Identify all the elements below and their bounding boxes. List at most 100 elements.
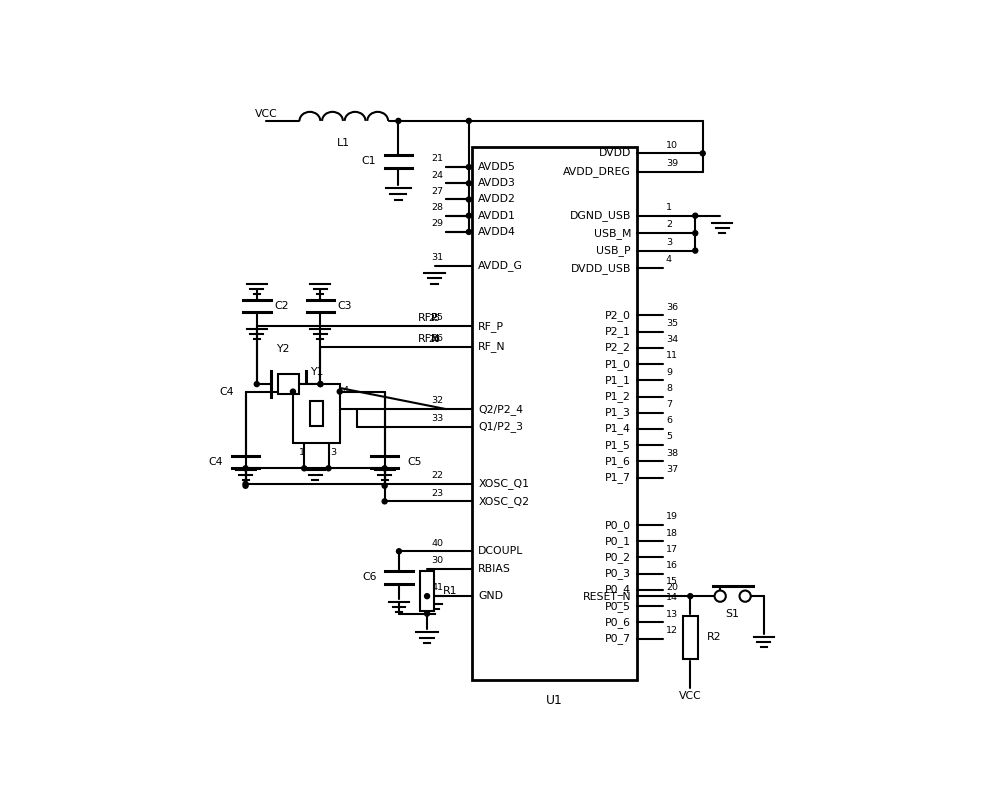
Text: 22: 22 — [431, 471, 443, 480]
Text: 39: 39 — [666, 160, 678, 168]
Text: 12: 12 — [666, 626, 678, 635]
Text: 9: 9 — [666, 368, 672, 377]
Bar — [278, 373, 299, 394]
Circle shape — [740, 590, 751, 602]
Circle shape — [318, 382, 323, 386]
Text: 34: 34 — [666, 335, 678, 344]
Text: C6: C6 — [362, 573, 377, 582]
Text: AVDD5: AVDD5 — [478, 162, 516, 172]
Text: 37: 37 — [666, 465, 678, 474]
Text: 41: 41 — [431, 583, 443, 592]
Text: P2_1: P2_1 — [605, 326, 631, 337]
Text: C3: C3 — [338, 301, 352, 311]
Circle shape — [466, 164, 471, 169]
Text: DGND_USB: DGND_USB — [570, 211, 631, 221]
Text: P1_7: P1_7 — [605, 472, 631, 483]
Text: P0_1: P0_1 — [605, 536, 631, 547]
Bar — [310, 401, 323, 426]
Circle shape — [382, 484, 387, 488]
Text: 40: 40 — [431, 539, 443, 548]
Text: Q2/P2_4: Q2/P2_4 — [478, 403, 523, 415]
Text: 19: 19 — [666, 512, 678, 522]
Text: USB_M: USB_M — [594, 228, 631, 239]
Circle shape — [396, 548, 401, 554]
Text: Q1/P2_3: Q1/P2_3 — [478, 421, 523, 432]
Text: AVDD4: AVDD4 — [478, 227, 516, 237]
Text: R1: R1 — [443, 586, 458, 596]
Text: 3: 3 — [330, 449, 337, 458]
Circle shape — [466, 118, 471, 123]
Text: 38: 38 — [666, 449, 678, 458]
Text: C5: C5 — [407, 457, 422, 467]
Text: C4: C4 — [209, 457, 223, 467]
Text: 18: 18 — [666, 529, 678, 538]
Text: 23: 23 — [431, 488, 443, 497]
Text: 29: 29 — [431, 220, 443, 228]
Text: 25: 25 — [429, 314, 441, 323]
Circle shape — [318, 382, 323, 386]
Circle shape — [700, 151, 705, 156]
Text: 25: 25 — [431, 313, 443, 322]
Text: RBIAS: RBIAS — [478, 564, 511, 573]
Text: 17: 17 — [666, 545, 678, 554]
Circle shape — [466, 181, 471, 185]
Circle shape — [466, 229, 471, 234]
Text: 32: 32 — [431, 396, 443, 405]
Text: 33: 33 — [431, 414, 443, 423]
Text: GND: GND — [478, 591, 503, 601]
Circle shape — [290, 389, 295, 394]
Text: P1_4: P1_4 — [605, 424, 631, 434]
Text: P1_6: P1_6 — [605, 456, 631, 467]
Text: 5: 5 — [666, 433, 672, 441]
Text: RF_N: RF_N — [478, 341, 506, 352]
Text: AVDD_DREG: AVDD_DREG — [563, 167, 631, 177]
Circle shape — [693, 213, 698, 218]
Text: U1: U1 — [546, 694, 563, 707]
Text: C2: C2 — [274, 301, 289, 311]
Bar — [293, 384, 340, 443]
Circle shape — [254, 382, 259, 386]
Circle shape — [243, 481, 248, 486]
Circle shape — [326, 466, 331, 471]
Text: USB_P: USB_P — [596, 245, 631, 256]
Text: 26: 26 — [431, 334, 443, 343]
Text: 13: 13 — [666, 610, 678, 619]
Text: C4: C4 — [220, 386, 234, 397]
Circle shape — [693, 231, 698, 236]
Text: XOSC_Q2: XOSC_Q2 — [478, 496, 529, 507]
Text: AVDD3: AVDD3 — [478, 178, 516, 188]
Text: Y2: Y2 — [276, 344, 289, 354]
Text: P1_2: P1_2 — [605, 391, 631, 402]
Circle shape — [302, 466, 307, 471]
Text: P1_1: P1_1 — [605, 375, 631, 386]
Text: 1: 1 — [666, 203, 672, 212]
Text: 21: 21 — [431, 155, 443, 164]
Text: AVDD_G: AVDD_G — [478, 260, 523, 271]
Circle shape — [396, 118, 401, 123]
Text: DVDD_USB: DVDD_USB — [571, 262, 631, 274]
Text: 26: 26 — [429, 335, 441, 343]
Text: 24: 24 — [431, 171, 443, 180]
Text: DVDD: DVDD — [599, 148, 631, 158]
Text: 30: 30 — [431, 556, 443, 565]
Text: RESET_N: RESET_N — [582, 590, 631, 602]
Circle shape — [425, 594, 430, 599]
Circle shape — [715, 590, 726, 602]
Text: RFN: RFN — [418, 334, 440, 343]
Text: P0_7: P0_7 — [605, 633, 631, 644]
Text: Y1: Y1 — [310, 367, 323, 377]
Text: P0_6: P0_6 — [605, 617, 631, 628]
Text: P2_0: P2_0 — [605, 310, 631, 321]
Text: 1: 1 — [299, 449, 305, 458]
Text: P1_5: P1_5 — [605, 440, 631, 450]
Text: XOSC_Q1: XOSC_Q1 — [478, 479, 529, 489]
Text: 7: 7 — [666, 400, 672, 409]
Text: 28: 28 — [431, 203, 443, 212]
Text: R2: R2 — [707, 633, 721, 642]
Text: P2_2: P2_2 — [605, 343, 631, 353]
Circle shape — [466, 197, 471, 202]
Text: AVDD2: AVDD2 — [478, 194, 516, 204]
Text: 20: 20 — [666, 583, 678, 592]
Text: 16: 16 — [666, 561, 678, 570]
Circle shape — [425, 611, 430, 616]
